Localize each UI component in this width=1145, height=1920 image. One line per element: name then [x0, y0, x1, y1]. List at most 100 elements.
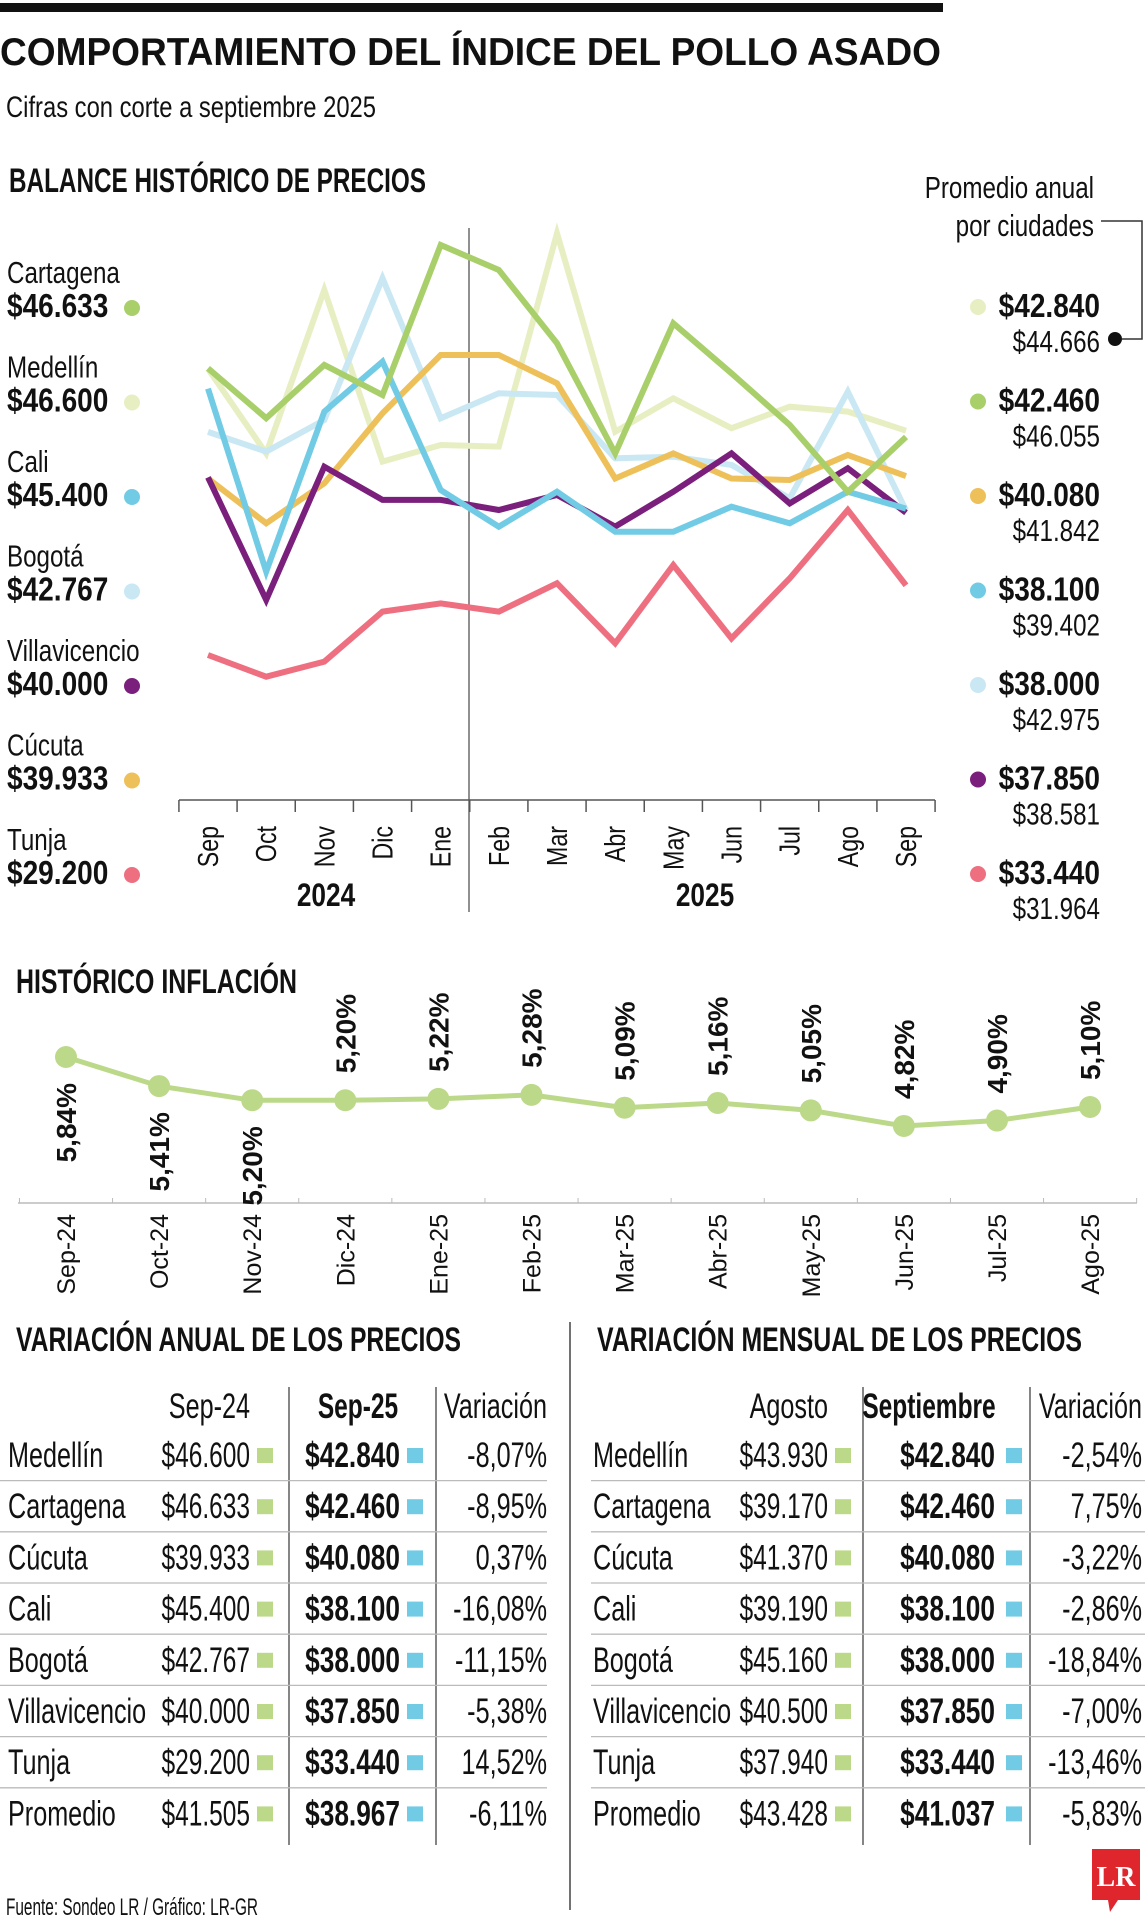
monthly-variation-table: VARIACIÓN MENSUAL DE LOS PRECIOS Agosto Se…: [591, 1321, 1145, 1845]
page-subtitle: Cifras con corte a septiembre 2025: [6, 91, 376, 124]
table-row: Medellín $46.600 $42.840 -8,07%: [8, 1435, 547, 1475]
legend-city: Cali: [7, 444, 49, 479]
current-price-cell: $37.850: [900, 1691, 995, 1731]
legend-value: $46.633: [7, 288, 108, 325]
table-row: Villavicencio $40.500 $37.850 -7,00%: [593, 1691, 1142, 1731]
inflation-point: [986, 1109, 1008, 1132]
legend-dot: [124, 489, 140, 505]
column-header: Variación: [1039, 1387, 1142, 1426]
x-tick-label: Oct-24: [146, 1214, 174, 1289]
x-tick-label: Mar-25: [612, 1214, 640, 1293]
x-tick-label: Feb-25: [519, 1214, 547, 1293]
column-header: Variación: [444, 1387, 547, 1426]
series-line-medellín: [205, 222, 907, 466]
color-square: [1006, 1704, 1022, 1719]
variation-cell: -8,95%: [467, 1487, 547, 1526]
current-price-cell: $33.440: [305, 1743, 400, 1783]
legend-left-item: Cali$45.400: [7, 444, 140, 514]
x-tick-label: Sep-24: [53, 1214, 81, 1295]
data-label: 5,84%: [51, 1083, 82, 1162]
city-cell: Cúcuta: [593, 1538, 673, 1577]
color-square: [1006, 1499, 1022, 1515]
table-row: Cartagena $39.170 $42.460 7,75%: [593, 1487, 1142, 1527]
variation-cell: -16,08%: [453, 1590, 547, 1629]
x-tick-label: Ago: [831, 826, 864, 867]
color-square: [257, 1448, 273, 1463]
data-label: 5,22%: [423, 992, 454, 1071]
data-label: 4,90%: [982, 1014, 1013, 1093]
color-square: [407, 1499, 423, 1515]
legend-title: Promedio anual: [925, 170, 1094, 205]
variation-cell: 14,52%: [462, 1743, 547, 1782]
previous-price-cell: $40.500: [739, 1693, 828, 1731]
previous-price-cell: $29.200: [161, 1744, 250, 1782]
legend-city: Medellín: [7, 350, 98, 385]
legend-average: $42.975: [1013, 702, 1100, 737]
source-note: Fuente: Sondeo LR / Gráfico: LR-GR: [6, 1894, 258, 1920]
variation-cell: -5,83%: [1062, 1794, 1142, 1833]
variation-cell: -3,22%: [1062, 1538, 1142, 1577]
previous-price-cell: $46.600: [161, 1437, 250, 1475]
x-tick-label: Ene-25: [425, 1214, 453, 1295]
annual-variation-table: VARIACIÓN ANUAL DE LOS PRECIOS Sep-24 Sep-…: [0, 1321, 547, 1845]
x-tick-label: Nov: [308, 825, 341, 867]
table-row: Cúcuta $39.933 $40.080 0,37%: [8, 1538, 547, 1578]
variation-cell: -7,00%: [1062, 1692, 1142, 1731]
current-price-cell: $33.440: [900, 1743, 995, 1783]
legend-dot: [970, 771, 986, 788]
legend-dot: [124, 867, 140, 883]
lr-logo: LR: [1092, 1849, 1140, 1912]
x-tick-label: Sep: [889, 826, 922, 867]
city-cell: Promedio: [8, 1794, 116, 1833]
previous-price-cell: $39.933: [161, 1539, 250, 1577]
city-cell: Cartagena: [593, 1487, 711, 1526]
inflation-chart: HISTÓRICO INFLACIÓN 5,84% Sep-24 5,41% Oct-2…: [16, 963, 1138, 1297]
page-title: COMPORTAMIENTO DEL ÍNDICE DEL POLLO ASAD…: [0, 30, 941, 74]
x-tick-label: Dic: [366, 826, 399, 860]
variation-cell: -13,46%: [1048, 1743, 1142, 1782]
variation-cell: -5,38%: [467, 1692, 547, 1731]
current-price-cell: $38.100: [305, 1589, 400, 1629]
table-title: VARIACIÓN ANUAL DE LOS PRECIOS: [16, 1321, 461, 1359]
data-label: 5,05%: [796, 1004, 827, 1083]
city-cell: Cartagena: [8, 1487, 126, 1526]
column-header: Sep-25: [318, 1388, 398, 1426]
x-tick-label: Abr: [599, 826, 632, 862]
color-square: [257, 1499, 273, 1515]
inflation-point: [799, 1099, 822, 1122]
legend-dot: [970, 866, 986, 882]
table-row: Cali $45.400 $38.100 -16,08%: [8, 1589, 547, 1629]
legend-right-item: $33.440$31.964: [970, 855, 1100, 926]
current-price-cell: $42.840: [900, 1435, 995, 1475]
color-square: [1006, 1448, 1022, 1463]
legend-value: $38.000: [999, 666, 1100, 703]
inflation-point: [148, 1075, 171, 1098]
data-label: 5,10%: [1075, 1001, 1106, 1080]
series-line-cali: [205, 356, 907, 581]
color-square: [257, 1704, 273, 1719]
legend-dot: [124, 583, 140, 600]
table-row: Tunja $29.200 $33.440 14,52%: [8, 1743, 547, 1783]
x-tick-label: Ene: [424, 826, 457, 867]
legend-dot: [970, 677, 986, 693]
current-price-cell: $38.100: [900, 1589, 995, 1629]
legend-value: $38.100: [999, 571, 1100, 608]
series-line-cúcuta: [206, 352, 908, 528]
previous-price-cell: $39.170: [739, 1488, 828, 1526]
inflation-line: [65, 1054, 1091, 1129]
inflation-point: [427, 1087, 450, 1110]
data-label: 5,41%: [144, 1112, 175, 1191]
legend-dot: [970, 582, 986, 599]
logo-text: LR: [1097, 1862, 1137, 1893]
current-price-cell: $42.840: [305, 1435, 400, 1475]
x-tick-label: Oct: [250, 825, 283, 862]
color-square: [407, 1652, 423, 1668]
legend-average: $38.581: [1013, 797, 1100, 832]
legend-left-item: Medellín$46.600: [7, 350, 140, 419]
current-price-cell: $38.000: [900, 1640, 995, 1680]
table-row: Promedio $41.505 $38.967 -6,11%: [8, 1794, 547, 1834]
city-cell: Medellín: [8, 1436, 103, 1475]
color-square: [407, 1448, 423, 1463]
current-price-cell: $40.080: [305, 1538, 400, 1578]
